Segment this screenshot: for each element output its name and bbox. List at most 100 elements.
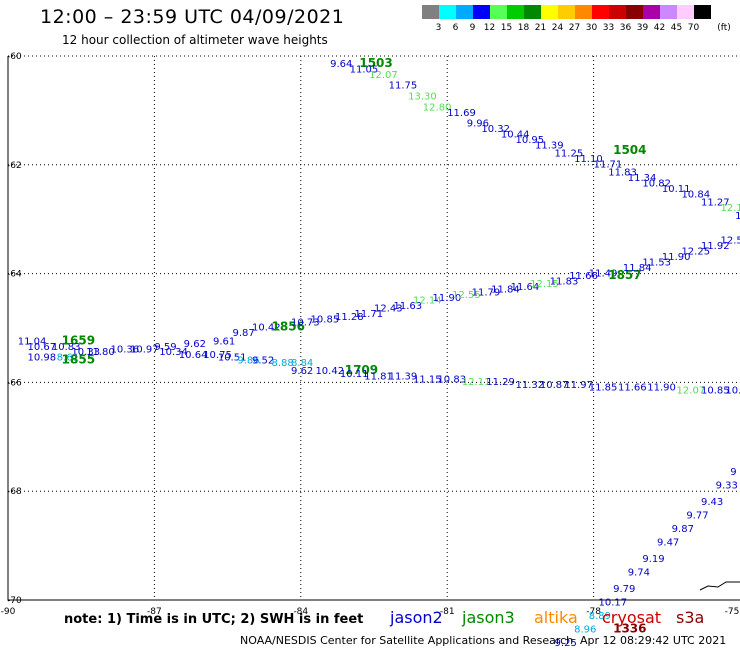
- legend-unit: (ft): [717, 23, 731, 33]
- legend-label: 3: [435, 23, 442, 33]
- swh-value: 12.43: [374, 304, 403, 315]
- legend-label: 30: [585, 23, 598, 33]
- swh-value: 9.59: [154, 342, 176, 353]
- swh-value: 8.61: [57, 353, 79, 364]
- swh-value: 11.90: [433, 293, 462, 304]
- swh-value: 11.39: [389, 372, 418, 383]
- swh-value: 10.33: [71, 347, 100, 358]
- legend-swatch: [541, 5, 558, 19]
- legend-label: 18: [517, 23, 530, 33]
- pass-time-label: 1336: [613, 622, 646, 636]
- swh-value: 11.84: [491, 285, 520, 296]
- swh-value: 10.11: [662, 184, 691, 195]
- legend-swatch: [490, 5, 507, 19]
- swh-value: 12.80: [423, 102, 452, 113]
- swh-value: 11.64: [511, 282, 540, 293]
- swh-value: 11.10: [574, 154, 603, 165]
- satellite-jason2: jason2: [390, 608, 443, 627]
- legend-swatch: [507, 5, 524, 19]
- swh-value: 9.47: [657, 538, 679, 549]
- swh-value: 10.77: [725, 385, 740, 396]
- satellite-cryosat: cryosat: [602, 608, 662, 627]
- swh-value: 12.11: [720, 203, 740, 214]
- legend-swatch: [456, 5, 473, 19]
- legend-swatch: [677, 5, 694, 19]
- lon-tick-label: -81: [440, 607, 455, 617]
- swh-value: 10.75: [203, 350, 232, 361]
- swh-value: 9.96: [467, 119, 489, 130]
- swh-value: 9.62: [184, 339, 206, 350]
- legend-label: 70: [687, 23, 700, 33]
- swh-value: 10.85: [311, 315, 340, 326]
- swh-value: 11.32: [516, 380, 545, 391]
- swh-value: 9.64: [330, 59, 352, 70]
- swh-value: 11.29: [486, 377, 515, 388]
- lat-tick-label: -66: [7, 378, 22, 388]
- pass-time-label: 1503: [359, 56, 392, 70]
- swh-value: 10.73: [291, 317, 320, 328]
- pass-time-label: 1709: [345, 363, 378, 377]
- swh-value: 11.85: [589, 383, 618, 394]
- swh-value: 9.52: [252, 355, 274, 366]
- swh-value: 9.25: [555, 638, 577, 649]
- swh-value: 9.87: [672, 524, 694, 535]
- legend-swatch: [626, 5, 643, 19]
- swh-value: 10.67: [28, 342, 57, 353]
- legend-label: 15: [500, 23, 513, 33]
- page-title: 12:00 – 23:59 UTC 04/09/2021: [40, 6, 345, 28]
- swh-value: 11.81: [364, 372, 393, 383]
- swh-value: 11.27: [701, 198, 730, 209]
- legend-label: 27: [568, 23, 581, 33]
- legend-swatch: [473, 5, 490, 19]
- legend-swatch: [592, 5, 609, 19]
- swh-value: 10.64: [179, 350, 208, 361]
- legend-label: 21: [534, 23, 547, 33]
- legend-swatch: [422, 5, 439, 19]
- swh-value: 10.82: [642, 179, 671, 190]
- swh-value: 10.42: [315, 366, 344, 377]
- swh-value: 11.80: [86, 347, 115, 358]
- swh-value: 11.83: [550, 276, 579, 287]
- legend-swatch: [558, 5, 575, 19]
- swh-value: 11.97: [564, 380, 593, 391]
- swh-value: 9.61: [213, 336, 235, 347]
- pass-time-label: 1857: [608, 268, 641, 282]
- swh-value: 11.84: [623, 263, 652, 274]
- swh-value: 10.44: [501, 130, 530, 141]
- legend-label: 33: [602, 23, 615, 33]
- swh-value: 10.42: [252, 323, 281, 334]
- pass-time-label: 1856: [272, 320, 305, 334]
- pass-time-label: 1504: [613, 143, 646, 157]
- swh-value: 12.15: [530, 279, 559, 290]
- swh-value: 10.51: [218, 353, 247, 364]
- swh-value: 11.79: [472, 287, 501, 298]
- lon-tick-label: -87: [147, 607, 162, 617]
- swh-value: 9.33: [716, 480, 738, 491]
- swh-value: 11.75: [389, 81, 418, 92]
- swh-value: 11.63: [394, 301, 423, 312]
- swh-value: 12.07: [369, 70, 398, 81]
- swh-value: 11.05: [350, 64, 379, 75]
- satellite-altika: altika: [534, 608, 578, 627]
- swh-value: 9.79: [613, 584, 635, 595]
- legend-label: 42: [653, 23, 666, 33]
- swh-value: 9.19: [642, 554, 664, 565]
- swh-value: 10.87: [540, 380, 569, 391]
- swh-value: 11.90: [647, 383, 676, 394]
- swh-value: 11.66: [618, 383, 647, 394]
- swh-value: 11.39: [535, 140, 564, 151]
- swh-value: 10.85: [701, 385, 730, 396]
- swh-value: 9.77: [686, 510, 708, 521]
- lat-tick-label: -62: [7, 161, 22, 171]
- swh-value: 11.92: [701, 241, 730, 252]
- lon-tick-label: -78: [586, 607, 601, 617]
- swh-value: 10.98: [28, 353, 57, 364]
- footnote: note: 1) Time is in UTC; 2) SWH is in fe…: [64, 612, 364, 627]
- swh-value: 12.11: [462, 377, 491, 388]
- swh-value: 10.17: [598, 597, 627, 608]
- swh-value: 12.25: [681, 247, 710, 258]
- pass-time-label: 1659: [62, 333, 95, 347]
- swh-value: 12.14: [413, 296, 442, 307]
- legend-swatch: [609, 5, 626, 19]
- swh-value: 11.69: [447, 108, 476, 119]
